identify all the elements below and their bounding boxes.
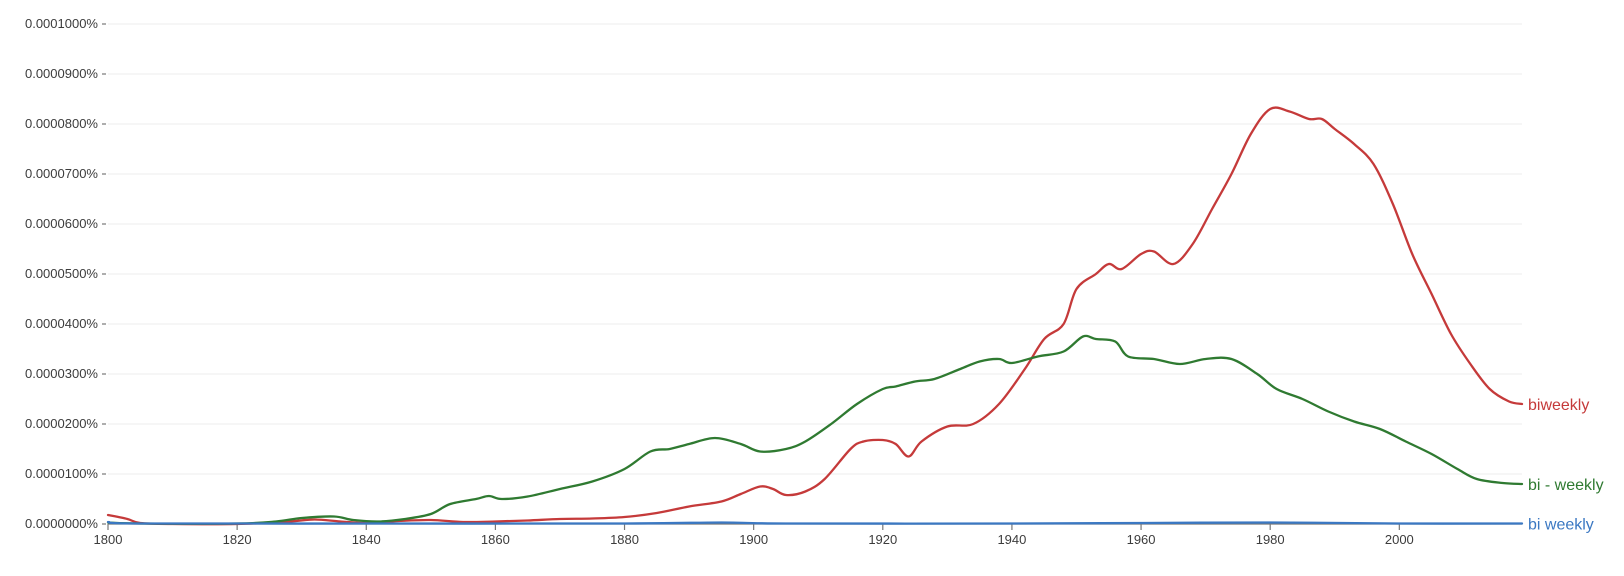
y-tick-label: 0.0000900%	[25, 66, 98, 81]
x-tick-label: 1860	[481, 532, 510, 547]
y-tick-label: 0.0000000%	[25, 516, 98, 531]
y-tick-label: 0.0000200%	[25, 416, 98, 431]
axes-layer	[102, 23, 1522, 530]
x-tick-label: 1840	[352, 532, 381, 547]
y-tick-label: 0.0000300%	[25, 366, 98, 381]
y-tick-label: 0.0000600%	[25, 216, 98, 231]
y-tick-label: 0.0001000%	[25, 16, 98, 31]
series-line-bi-weekly	[106, 334, 1524, 525]
x-tick-label: 1980	[1256, 532, 1285, 547]
x-tick-label: 1940	[997, 532, 1026, 547]
x-tick-label: 1800	[94, 532, 123, 547]
series-layer	[106, 106, 1524, 526]
x-tick-label: 1960	[1127, 532, 1156, 547]
series-line-biweekly	[106, 106, 1524, 526]
x-tick-label: 1920	[868, 532, 897, 547]
series-label: biweekly	[1528, 397, 1589, 414]
y-tick-label: 0.0000800%	[25, 116, 98, 131]
grid-layer	[108, 23, 1522, 475]
y-tick-label: 0.0000700%	[25, 166, 98, 181]
y-tick-label: 0.0000400%	[25, 316, 98, 331]
x-tick-label: 1820	[223, 532, 252, 547]
y-tick-label: 0.0000100%	[25, 466, 98, 481]
labels-layer: 0.0000000% 0.0000100% 0.0000200% 0.0000300%…	[25, 16, 1604, 547]
series-label: bi weekly	[1528, 517, 1594, 534]
y-tick-label: 0.0000500%	[25, 266, 98, 281]
x-tick-label: 1880	[610, 532, 639, 547]
x-tick-label: 1900	[739, 532, 768, 547]
series-line-bi-weekly	[106, 520, 1524, 525]
series-label: bi - weekly	[1528, 477, 1604, 494]
x-tick-label: 2000	[1385, 532, 1414, 547]
